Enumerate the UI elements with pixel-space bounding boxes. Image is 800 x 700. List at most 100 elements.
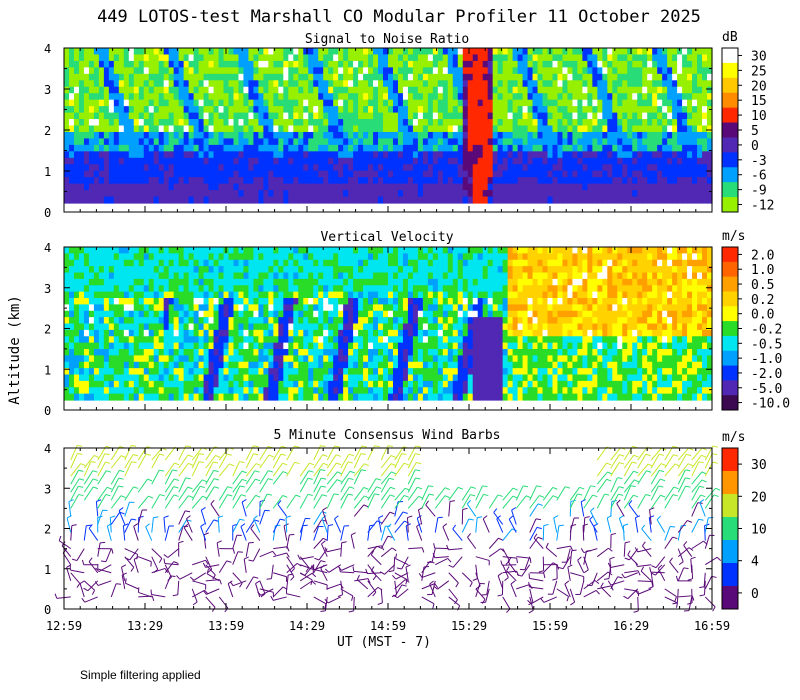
heatmap-cell	[407, 93, 414, 101]
heatmap-cell	[153, 253, 160, 261]
heatmap-cell	[273, 164, 279, 172]
heatmap-cell	[283, 304, 289, 312]
heatmap-cell	[78, 151, 85, 159]
heatmap-cell	[64, 48, 70, 56]
heatmap-cell	[567, 60, 574, 68]
heatmap-cell	[113, 73, 120, 81]
heatmap-cell	[128, 138, 135, 146]
heatmap-cell	[457, 196, 464, 204]
heatmap-cell	[288, 380, 294, 388]
heatmap-cell	[348, 125, 354, 133]
heatmap-cell	[223, 112, 230, 120]
heatmap-cell	[128, 119, 135, 127]
heatmap-cell	[592, 119, 598, 127]
heatmap-cell	[697, 125, 703, 133]
heatmap-cell	[143, 259, 150, 267]
heatmap-cell	[173, 86, 180, 94]
heatmap-cell	[203, 285, 210, 293]
heatmap-cell	[627, 112, 633, 120]
heatmap-cell	[108, 93, 115, 101]
heatmap-cell	[662, 93, 668, 101]
heatmap-cell	[223, 298, 230, 305]
heatmap-cell	[258, 323, 264, 331]
heatmap-cell	[363, 48, 369, 56]
heatmap-cell	[502, 164, 509, 172]
heatmap-cell	[348, 342, 354, 350]
heatmap-cell	[542, 125, 549, 133]
heatmap-cell	[368, 112, 374, 120]
heatmap-cell	[392, 73, 399, 81]
heatmap-cell	[278, 73, 284, 81]
heatmap-cell	[682, 196, 688, 204]
heatmap-cell	[417, 349, 424, 356]
heatmap-cell	[93, 304, 100, 312]
heatmap-cell	[298, 183, 304, 191]
heatmap-cell	[243, 393, 250, 401]
heatmap-cell	[388, 349, 394, 356]
heatmap-cell	[313, 112, 319, 120]
heatmap-cell	[143, 131, 150, 140]
heatmap-cell	[373, 361, 379, 369]
heatmap-cell	[263, 298, 269, 305]
heatmap-cell	[397, 151, 404, 159]
heatmap-cell	[318, 380, 324, 388]
heatmap-cell	[283, 48, 289, 56]
heatmap-cell	[313, 298, 319, 305]
heatmap-cell	[517, 170, 524, 178]
heatmap-cell	[208, 259, 215, 267]
heatmap-cell	[462, 93, 469, 101]
heatmap-cell	[198, 99, 205, 107]
heatmap-cell	[632, 144, 638, 152]
heatmap-cell	[158, 80, 165, 88]
heatmap-cell	[168, 112, 175, 120]
heatmap-cell	[108, 278, 115, 286]
heatmap-cell	[118, 54, 125, 62]
heatmap-cell	[233, 54, 240, 62]
heatmap-cell	[93, 196, 100, 204]
heatmap-cell	[343, 93, 349, 101]
heatmap-cell	[113, 266, 120, 274]
heatmap-cell	[432, 67, 439, 75]
heatmap-cell	[123, 151, 130, 159]
heatmap-cell	[218, 54, 225, 62]
heatmap-cell	[64, 393, 70, 401]
heatmap-cell	[243, 80, 250, 88]
heatmap-cell	[627, 119, 633, 127]
heatmap-cell	[612, 151, 618, 159]
heatmap-cell	[133, 99, 140, 107]
heatmap-cell	[268, 170, 274, 178]
heatmap-cell	[402, 342, 409, 350]
heatmap-cell	[462, 80, 469, 88]
heatmap-cell	[472, 131, 479, 140]
heatmap-cell	[158, 323, 165, 331]
heatmap-cell	[338, 67, 344, 75]
heatmap-cell	[647, 80, 653, 88]
heatmap-cell	[402, 380, 409, 388]
heatmap-cell	[103, 285, 110, 293]
heatmap-cell	[313, 80, 319, 88]
heatmap-cell	[692, 48, 698, 56]
heatmap-cell	[178, 144, 185, 152]
heatmap-cell	[562, 119, 569, 127]
heatmap-cell	[373, 119, 379, 127]
heatmap-cell	[313, 285, 319, 293]
heatmap-cell	[233, 329, 240, 337]
heatmap-cell	[542, 119, 549, 127]
heatmap-cell	[308, 336, 314, 344]
heatmap-cell	[567, 54, 574, 62]
heatmap-cell	[168, 138, 175, 146]
heatmap-cell	[198, 196, 205, 204]
heatmap-cell	[383, 342, 389, 350]
heatmap-cell	[298, 259, 304, 267]
heatmap-cell	[193, 304, 200, 312]
heatmap-cell	[118, 138, 125, 146]
heatmap-cell	[138, 387, 145, 395]
heatmap-cell	[392, 291, 399, 299]
heatmap-cell	[328, 342, 334, 350]
heatmap-cell	[263, 336, 269, 344]
heatmap-cell	[303, 112, 309, 120]
heatmap-cell	[318, 60, 324, 68]
heatmap-cell	[552, 54, 559, 62]
heatmap-cell	[193, 393, 200, 401]
heatmap-cell	[103, 374, 110, 382]
